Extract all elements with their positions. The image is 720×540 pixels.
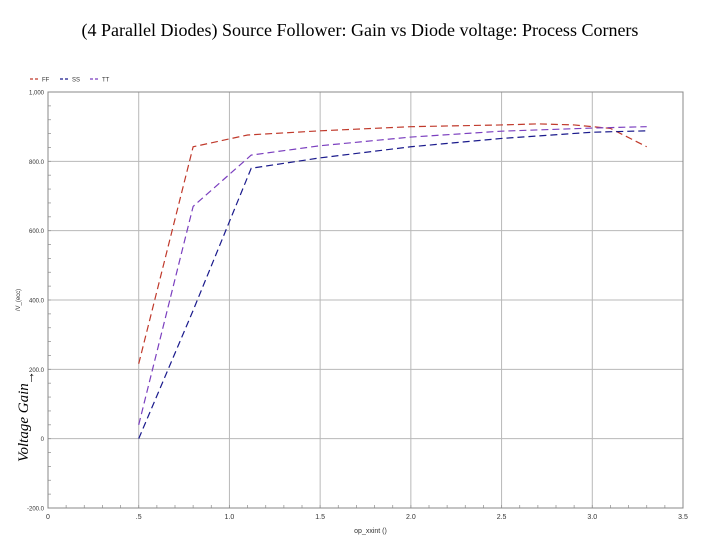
y-unit-label: /V_(ecc) — [16, 289, 22, 311]
y-tick-label: 800.0 — [29, 160, 45, 166]
plot-frame — [47, 91, 684, 509]
y-tick-label: -200.0 — [27, 507, 45, 513]
y-axis-label: Voltage Gain — [16, 383, 32, 462]
tick-labels: 0.5 1.0 1.5 2.0 2.5 3.0 3.5-200.00200.0400.060… — [16, 91, 688, 536]
y-tick-label: 600.0 — [29, 229, 45, 235]
series-line-ff — [138, 123, 647, 364]
legend-label-ff: FF — [42, 78, 50, 84]
series-line-ss — [138, 130, 647, 439]
y-tick-label: 1,000 — [29, 91, 45, 97]
x-axis-label: op_xxint () — [354, 528, 387, 535]
y-tick-label: 400.0 — [29, 299, 45, 305]
legend-label-tt: TT — [102, 78, 110, 84]
series-line-tt — [138, 126, 647, 425]
x-tick-label: .5 — [136, 514, 142, 521]
chart-title: (4 Parallel Diodes) Source Follower: Gai… — [81, 20, 639, 40]
legend: FF SS TT — [30, 78, 110, 84]
x-tick-label: 0 — [46, 514, 50, 521]
x-tick-label: 3.5 — [678, 514, 688, 521]
x-tick-label: 2.5 — [497, 514, 507, 521]
axes — [47, 91, 684, 509]
series-lines — [138, 123, 647, 439]
x-tick-label: 3.0 — [587, 514, 597, 521]
legend-label-ss: SS — [72, 78, 80, 84]
x-tick-label: 1.5 — [315, 514, 325, 521]
grid — [47, 91, 684, 509]
y-tick-label: 0 — [41, 437, 45, 443]
x-tick-label: 1.0 — [225, 514, 235, 521]
x-tick-label: 2.0 — [406, 514, 416, 521]
y-tick-label: 200.0 — [29, 368, 45, 374]
